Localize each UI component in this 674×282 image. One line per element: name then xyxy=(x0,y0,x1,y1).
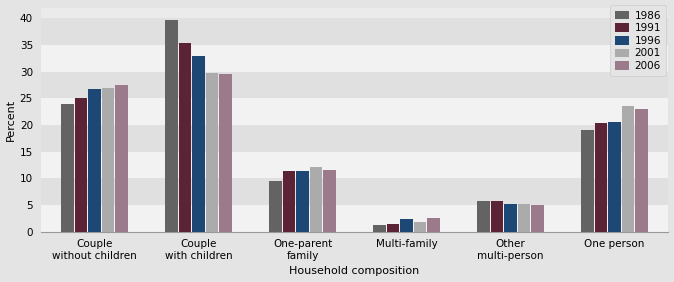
Bar xyxy=(40,152,669,178)
Bar xyxy=(88,89,101,232)
Legend: 1986, 1991, 1996, 2001, 2006: 1986, 1991, 1996, 2001, 2006 xyxy=(610,5,667,76)
Bar xyxy=(621,106,634,232)
Bar xyxy=(75,98,88,232)
X-axis label: Household composition: Household composition xyxy=(289,266,420,276)
Bar xyxy=(477,201,489,232)
Bar xyxy=(504,204,517,232)
Bar xyxy=(400,219,412,232)
Bar xyxy=(40,45,669,72)
Bar xyxy=(491,201,503,232)
Bar xyxy=(324,170,336,232)
Bar xyxy=(40,125,669,152)
Bar xyxy=(102,88,115,232)
Bar xyxy=(165,20,178,232)
Bar xyxy=(40,98,669,125)
Bar xyxy=(40,19,669,45)
Bar xyxy=(179,43,191,232)
Bar xyxy=(40,205,669,232)
Bar xyxy=(594,124,607,232)
Bar xyxy=(206,73,218,232)
Bar xyxy=(192,56,205,232)
Bar xyxy=(61,104,74,232)
Bar xyxy=(270,181,282,232)
Bar xyxy=(297,171,309,232)
Bar xyxy=(531,205,544,232)
Bar xyxy=(310,167,322,232)
Bar xyxy=(427,218,439,232)
Bar xyxy=(608,122,621,232)
Bar xyxy=(387,224,399,232)
Bar xyxy=(581,130,594,232)
Bar xyxy=(373,225,386,232)
Bar xyxy=(220,74,232,232)
Bar xyxy=(635,109,648,232)
Bar xyxy=(40,72,669,98)
Bar xyxy=(518,204,530,232)
Y-axis label: Percent: Percent xyxy=(5,99,16,141)
Bar xyxy=(115,85,128,232)
Bar xyxy=(40,178,669,205)
Bar xyxy=(283,171,295,232)
Bar xyxy=(414,222,426,232)
